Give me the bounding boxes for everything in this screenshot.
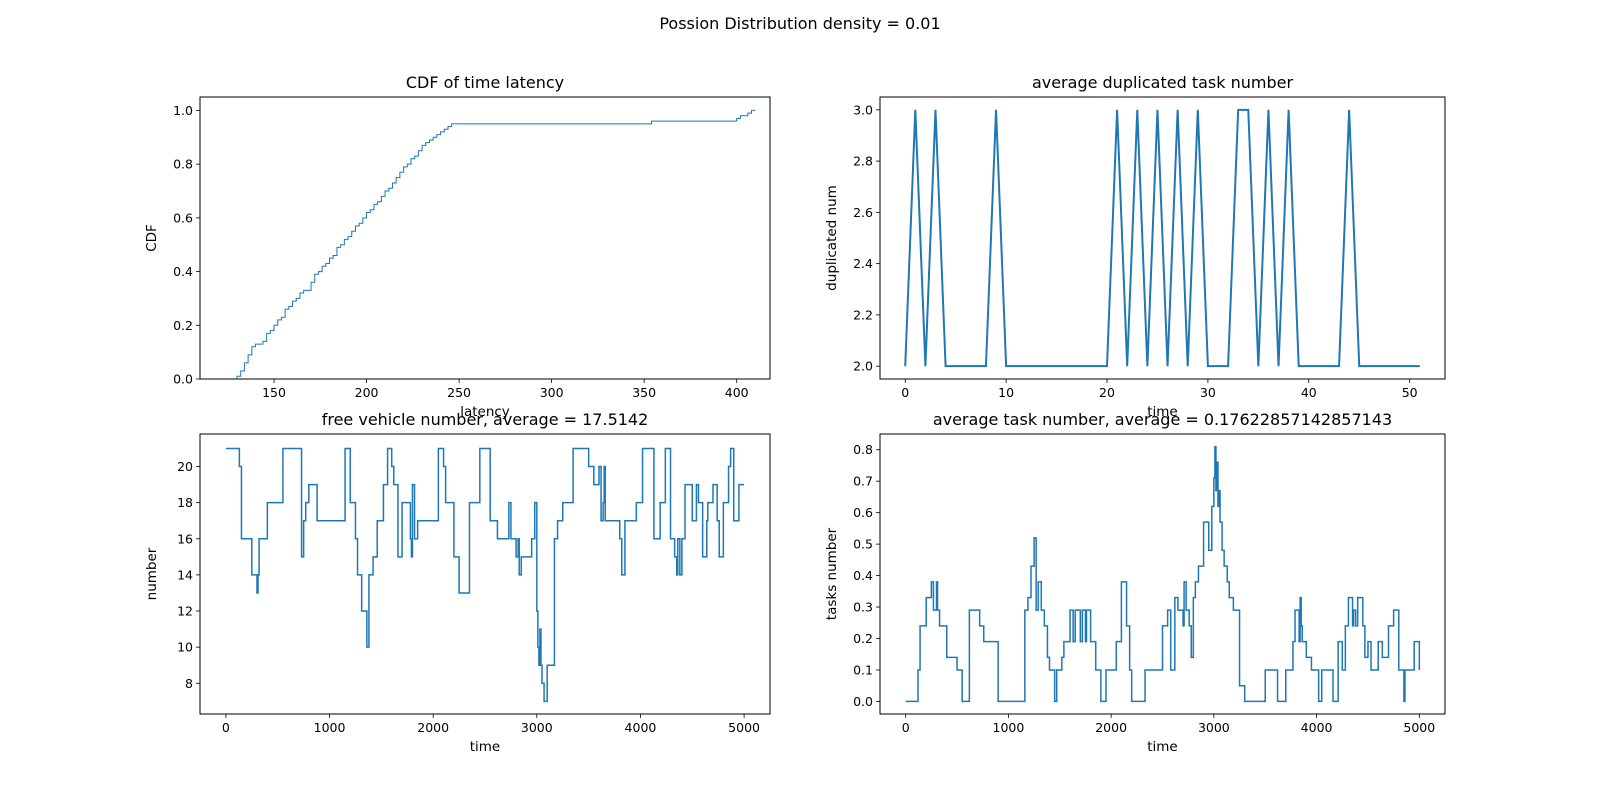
y-tick-label: 0.5: [853, 537, 873, 552]
x-tick-label: 5000: [728, 720, 760, 735]
x-tick-label: 0: [902, 720, 910, 735]
chart-title: free vehicle number, average = 17.5142: [322, 410, 649, 429]
plot-frame: [879, 433, 1446, 715]
y-tick-label: 2.4: [853, 256, 873, 271]
x-tick-label: 2000: [1095, 720, 1127, 735]
series-line: [225, 447, 745, 703]
y-tick-label: 3.0: [853, 102, 873, 117]
x-tick-label: 3000: [1198, 720, 1230, 735]
chart-cdf: 150 200 250 300 350 400 0.0 0.2 0.4 0.6 0.8 1.0 CDF …: [144, 73, 771, 420]
y-tick-label: 0.8: [173, 157, 193, 172]
y-tick-label: 0.4: [853, 568, 873, 583]
figure-title: Possion Distribution density = 0.01: [659, 14, 940, 33]
y-tick-label: 0.0: [173, 372, 193, 387]
y-tick-label: 16: [177, 531, 193, 546]
y-tick-label: 2.6: [853, 205, 873, 220]
y-axis-label: number: [144, 547, 160, 600]
chart-tasks: 0 1000 2000 3000 4000 5000 0.0 0.1 0.2 0.3 0.4 0.5 0…: [824, 410, 1446, 755]
y-tick-label: 2.2: [853, 307, 873, 322]
x-tick-label: 5000: [1403, 720, 1435, 735]
y-tick-label: 8: [185, 676, 193, 691]
x-tick-label: 4000: [625, 720, 657, 735]
x-tick-label: 40: [1301, 385, 1317, 400]
y-tick-label: 2.8: [853, 154, 873, 169]
x-tick-label: 250: [447, 385, 471, 400]
x-tick-label: 20: [1099, 385, 1115, 400]
plot-frame: [879, 96, 1446, 380]
y-tick-label: 10: [177, 640, 193, 655]
x-axis-label: latency: [460, 404, 510, 420]
y-tick-label: 0.3: [853, 600, 873, 615]
x-axis-label: time: [1147, 739, 1178, 755]
y-tick-label: 2.0: [853, 359, 873, 374]
chart-dup: 0 10 20 30 40 50 2.0 2.2 2.4 2.6 2.8 3.0 average dup…: [824, 73, 1446, 420]
x-tick-label: 300: [540, 385, 564, 400]
y-tick-label: 0.6: [853, 505, 873, 520]
y-tick-label: 12: [177, 604, 193, 619]
chart-title: average duplicated task number: [1032, 73, 1294, 92]
y-tick-label: 14: [177, 567, 193, 582]
chart-title: average task number, average = 0.1762285…: [933, 410, 1392, 429]
x-axis-label: time: [1147, 404, 1178, 420]
x-tick-label: 1000: [314, 720, 346, 735]
plot-frame: [199, 433, 771, 715]
chart-title: CDF of time latency: [406, 73, 564, 92]
y-tick-label: 0.2: [173, 318, 193, 333]
x-tick-label: 30: [1200, 385, 1216, 400]
y-tick-label: 0.1: [853, 662, 873, 677]
chart-free: 0 1000 2000 3000 4000 5000 8 10 12 14 16 18 20 free v…: [144, 410, 771, 755]
x-tick-label: 400: [725, 385, 749, 400]
series-line: [904, 108, 1420, 368]
y-tick-label: 20: [177, 459, 193, 474]
y-tick-label: 0.2: [853, 631, 873, 646]
y-axis-label: tasks number: [824, 527, 840, 620]
y-axis-label: duplicated num: [824, 185, 840, 291]
x-tick-label: 4000: [1301, 720, 1333, 735]
y-axis-label: CDF: [144, 224, 160, 252]
x-tick-label: 0: [901, 385, 909, 400]
plot-frame: [199, 96, 771, 380]
y-tick-label: 18: [177, 495, 193, 510]
x-tick-label: 1000: [993, 720, 1025, 735]
y-tick-label: 0.6: [173, 210, 193, 225]
x-tick-label: 3000: [521, 720, 553, 735]
y-tick-label: 0.8: [853, 442, 873, 457]
x-tick-label: 0: [222, 720, 230, 735]
y-tick-label: 1.0: [173, 103, 193, 118]
x-tick-label: 2000: [417, 720, 449, 735]
x-tick-label: 350: [632, 385, 656, 400]
y-tick-label: 0.4: [173, 264, 193, 279]
x-tick-label: 10: [998, 385, 1014, 400]
x-tick-label: 150: [262, 385, 286, 400]
series-line: [905, 445, 1421, 703]
x-tick-label: 50: [1402, 385, 1418, 400]
series-line: [229, 109, 756, 379]
y-tick-label: 0.0: [853, 694, 873, 709]
x-tick-label: 200: [355, 385, 379, 400]
y-tick-label: 0.7: [853, 474, 873, 489]
x-axis-label: time: [470, 739, 501, 755]
